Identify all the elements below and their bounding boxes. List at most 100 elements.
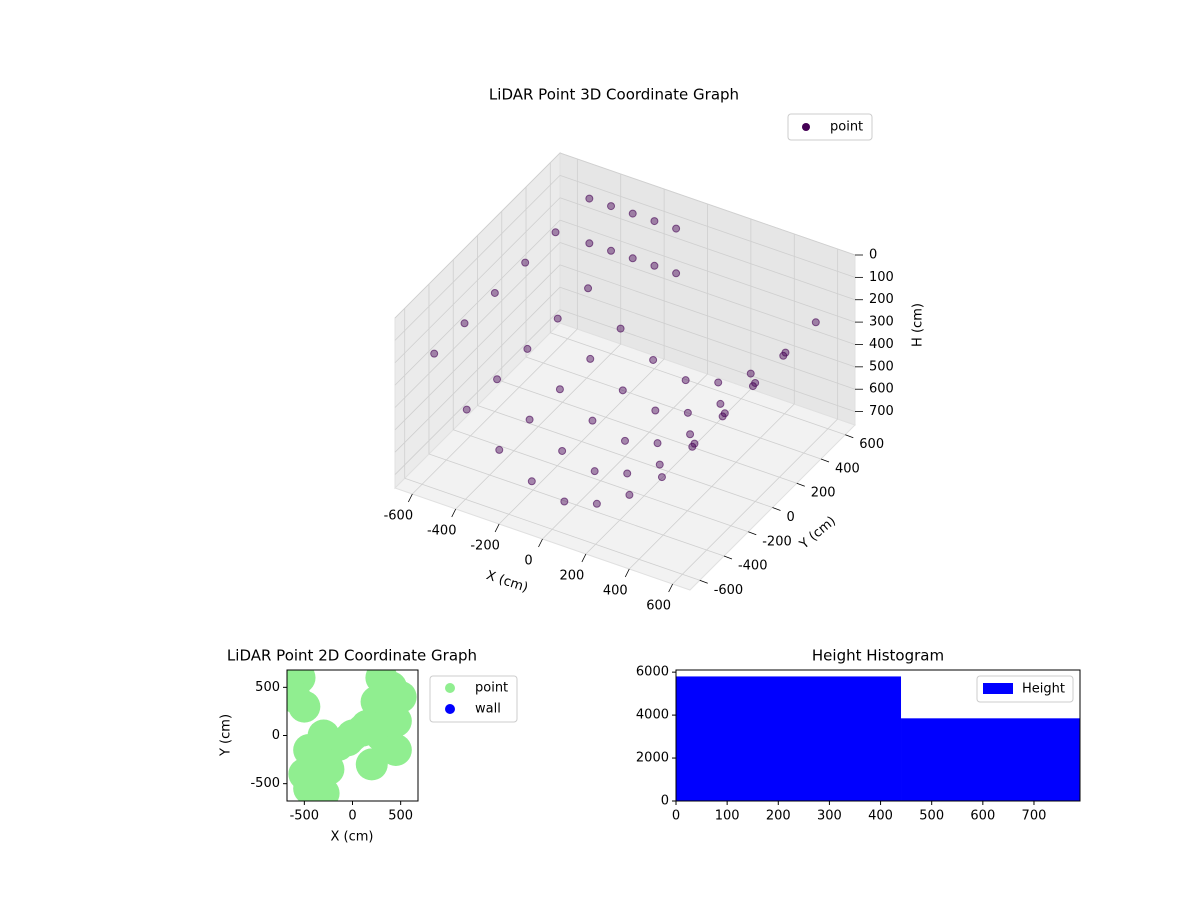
- point: [686, 430, 695, 439]
- grid-line: [394, 219, 561, 386]
- point: [718, 412, 727, 421]
- z-axis-label: H (cm): [911, 303, 926, 347]
- tick-mark: [538, 538, 543, 548]
- legend-label: Height: [1022, 682, 1065, 697]
- grid-line: [559, 264, 856, 368]
- grid-line: [559, 242, 856, 345]
- y-axis-label: Y (cm): [219, 714, 234, 757]
- point: [628, 209, 637, 218]
- y-tick-label: 2000: [636, 751, 669, 766]
- grid-line: [559, 219, 856, 323]
- tick-mark: [748, 531, 757, 536]
- grid-line: [394, 175, 561, 341]
- grid-line: [453, 429, 749, 533]
- point: [688, 442, 697, 451]
- tick-mark: [407, 493, 413, 503]
- y-tick-label: 200: [811, 486, 836, 501]
- x-tick-label: 600: [970, 809, 995, 824]
- tick-mark: [451, 508, 457, 518]
- point: [650, 261, 659, 270]
- legend-marker: [802, 123, 810, 131]
- point: [649, 355, 658, 364]
- tick-mark: [796, 482, 805, 487]
- grid-line: [394, 152, 561, 319]
- point: [430, 349, 439, 358]
- axes-frame: [675, 669, 1081, 802]
- z-tick-label: 0: [869, 248, 877, 263]
- tick-mark: [668, 583, 674, 593]
- tick-mark: [624, 568, 630, 578]
- grid-line: [559, 152, 856, 256]
- x-tick-label: -200: [470, 539, 500, 554]
- point: [462, 405, 471, 414]
- legend-label: point: [830, 120, 863, 135]
- z-tick-label: 400: [869, 337, 894, 352]
- x-tick-label: 0: [524, 554, 532, 569]
- x-tick-label: -500: [290, 809, 320, 824]
- grid-line: [559, 286, 856, 390]
- x-tick-label: -400: [427, 524, 457, 539]
- point: [590, 467, 599, 476]
- x-tick-label: 0: [348, 809, 356, 824]
- point: [672, 269, 681, 278]
- x-tick-label: 200: [766, 809, 791, 824]
- grid-line: [559, 309, 856, 412]
- point: [585, 194, 594, 203]
- tick-mark: [699, 579, 708, 584]
- legend-marker: [445, 683, 455, 693]
- point: [672, 224, 681, 233]
- legend-label: wall: [475, 702, 501, 717]
- tick-mark: [845, 434, 854, 439]
- y-tick-label: 6000: [636, 665, 669, 680]
- point: [628, 254, 637, 263]
- point: [523, 344, 532, 353]
- legend-box: [787, 113, 873, 141]
- point: [618, 386, 627, 395]
- point: [288, 690, 321, 723]
- tick-mark: [494, 523, 500, 533]
- point: [493, 375, 502, 384]
- z-tick-label: 600: [869, 382, 894, 397]
- point: [355, 748, 388, 781]
- point: [331, 724, 364, 757]
- grid-line: [404, 477, 700, 581]
- point: [495, 445, 504, 454]
- grid-line: [394, 286, 561, 453]
- x-tick-label: 200: [559, 569, 584, 584]
- point: [607, 246, 616, 255]
- x-tick-label: -600: [384, 509, 414, 524]
- x-tick-label: 500: [919, 809, 944, 824]
- point: [748, 382, 757, 391]
- chart-title: LiDAR Point 3D Coordinate Graph: [489, 86, 739, 104]
- grid-line: [559, 197, 856, 301]
- point: [779, 351, 788, 360]
- point: [558, 446, 567, 455]
- z-tick-label: 300: [869, 315, 894, 330]
- point: [307, 719, 340, 752]
- x-tick-label: 600: [646, 599, 671, 614]
- point: [560, 497, 569, 506]
- point: [607, 202, 616, 211]
- point: [653, 439, 662, 448]
- point: [811, 318, 820, 327]
- point: [521, 258, 530, 267]
- chart-title: LiDAR Point 2D Coordinate Graph: [227, 647, 477, 665]
- legend-box: [976, 675, 1074, 703]
- point: [681, 376, 690, 385]
- y-tick-label: -600: [714, 583, 744, 598]
- x-tick-label: 700: [1022, 809, 1047, 824]
- grid-line: [394, 242, 561, 408]
- point: [527, 477, 536, 486]
- legend-label: point: [475, 681, 508, 696]
- y-tick-label: 600: [859, 437, 884, 452]
- grid-line: [550, 332, 846, 436]
- point: [586, 354, 595, 363]
- x-axis-label: X (cm): [484, 568, 530, 596]
- y-tick-label: -500: [250, 776, 280, 791]
- point: [714, 378, 723, 387]
- point: [655, 460, 664, 469]
- point: [621, 436, 629, 445]
- y-tick-label: 0: [272, 728, 280, 743]
- y-axis-label: Y (cm): [796, 514, 839, 553]
- y-tick-label: -400: [738, 559, 768, 574]
